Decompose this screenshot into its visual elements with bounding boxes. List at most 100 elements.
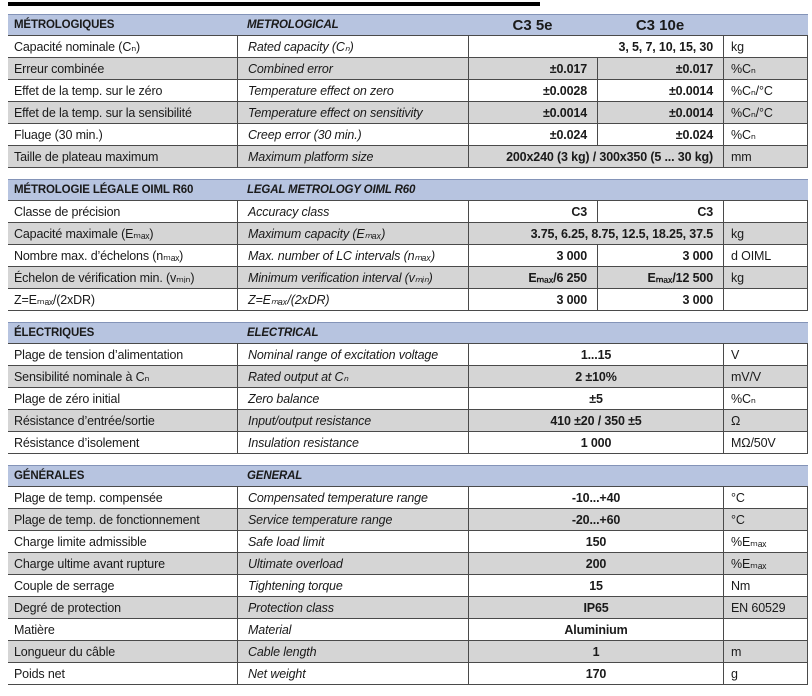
table-row: Degré de protection Protection class IP65 E… <box>8 597 808 619</box>
section-title-en: ELECTRICAL <box>247 327 319 339</box>
label-en: Cable length <box>237 641 468 662</box>
unit-label: g <box>723 663 808 684</box>
value-c3-10e: 3 000 <box>597 289 723 310</box>
unit-label: d OIML <box>723 245 808 266</box>
label-en: Max. number of LC intervals (nₘₐₓ) <box>237 245 468 266</box>
unit-label: %Cₙ <box>723 388 808 409</box>
section-title-fr: MÉTROLOGIQUES <box>14 19 115 31</box>
unit-label: °C <box>723 487 808 508</box>
table-row: Capacité maximale (Eₘₐₓ) Maximum capacity… <box>8 223 808 245</box>
unit-label: mm <box>723 146 808 167</box>
unit-label <box>723 289 808 310</box>
table-row: Capacité nominale (Cₙ) Rated capacity (Cₙ… <box>8 36 808 58</box>
table-row: Plage de temp. compensée Compensated temp… <box>8 487 808 509</box>
label-en: Safe load limit <box>237 531 468 552</box>
table-row: Longueur du câble Cable length 1 m <box>8 641 808 663</box>
label-fr: Plage de temp. de fonctionnement <box>14 512 200 527</box>
label-en: Accuracy class <box>237 201 468 222</box>
value-merged: 3, 5, 7, 10, 15, 30 <box>468 36 723 57</box>
table-row: Nombre max. d’échelons (nₘₐₓ) Max. number… <box>8 245 808 267</box>
table-row: Plage de tension d’alimentation Nominal r… <box>8 344 808 366</box>
label-fr: Plage de temp. compensée <box>14 490 163 505</box>
top-rule <box>8 2 540 6</box>
label-en: Temperature effect on zero <box>237 80 468 101</box>
section-header-legal-metrology: MÉTROLOGIE LÉGALE OIML R60 LEGAL METROLOG… <box>8 179 808 201</box>
table-row: Taille de plateau maximum Maximum platfor… <box>8 146 808 168</box>
section-legal-metrology: MÉTROLOGIE LÉGALE OIML R60 LEGAL METROLOG… <box>8 179 808 311</box>
value-c3-10e: C3 <box>597 201 723 222</box>
label-fr: Effet de la temp. sur le zéro <box>14 83 163 98</box>
unit-label: %Cₙ <box>723 58 808 79</box>
label-en: Insulation resistance <box>237 432 468 453</box>
model-column-header-2 <box>597 323 723 343</box>
unit-label: m <box>723 641 808 662</box>
table-row: Résistance d’entrée/sortie Input/output r… <box>8 410 808 432</box>
model-column-header-1 <box>468 323 597 343</box>
unit-column-header <box>723 15 808 35</box>
value-merged: IP65 <box>468 597 723 618</box>
unit-label: kg <box>723 36 808 57</box>
section-header-general: GÉNÉRALES GENERAL <box>8 465 808 487</box>
label-en: Rated capacity (Cₙ) <box>237 36 468 57</box>
table-row: Échelon de vérification min. (vₘᵢₙ) Minim… <box>8 267 808 289</box>
value-merged: 1 000 <box>468 432 723 453</box>
section-title-en: GENERAL <box>247 470 303 482</box>
model-column-header-2 <box>597 466 723 486</box>
value-c3-10e: ±0.0014 <box>597 80 723 101</box>
label-fr: Fluage (30 min.) <box>14 127 103 142</box>
model-column-header-2 <box>597 180 723 200</box>
unit-label <box>723 201 808 222</box>
label-en: Rated output at Cₙ <box>237 366 468 387</box>
value-merged: 410 ±20 / 350 ±5 <box>468 410 723 431</box>
label-fr: Capacité nominale (Cₙ) <box>14 40 141 54</box>
label-fr: Matière <box>14 622 55 637</box>
unit-label: Ω <box>723 410 808 431</box>
label-fr: Classe de précision <box>14 204 121 219</box>
unit-label: MΩ/50V <box>723 432 808 453</box>
label-fr: Charge ultime avant rupture <box>14 556 165 571</box>
table-row: Effet de la temp. sur le zéro Temperature… <box>8 80 808 102</box>
model-column-header-2: C3 10e <box>635 16 685 34</box>
label-fr: Plage de tension d’alimentation <box>14 347 184 362</box>
label-fr: Poids net <box>14 666 65 681</box>
value-c3-5e: 3 000 <box>468 245 597 266</box>
section-general: GÉNÉRALES GENERAL Plage de temp. compensée… <box>8 465 808 685</box>
table-row: Z=Eₘₐₓ/(2xDR) Z=Eₘₐₓ/(2xDR) 3 000 3 000 <box>8 289 808 311</box>
label-en: Temperature effect on sensitivity <box>237 102 468 123</box>
label-en: Z=Eₘₐₓ/(2xDR) <box>237 289 468 310</box>
label-fr: Échelon de vérification min. (vₘᵢₙ) <box>14 271 195 285</box>
unit-label: EN 60529 <box>723 597 808 618</box>
section-title-en: METROLOGICAL <box>247 19 339 31</box>
label-fr: Couple de serrage <box>14 578 115 593</box>
unit-label: V <box>723 344 808 365</box>
value-merged: 150 <box>468 531 723 552</box>
label-en: Creep error (30 min.) <box>237 124 468 145</box>
value-merged: 1 <box>468 641 723 662</box>
section-title-fr: GÉNÉRALES <box>14 470 85 482</box>
value-merged: Aluminium <box>468 619 723 640</box>
label-en: Input/output resistance <box>237 410 468 431</box>
table-row: Plage de temp. de fonctionnement Service … <box>8 509 808 531</box>
unit-label: kg <box>723 267 808 288</box>
value-merged: -10...+40 <box>468 487 723 508</box>
label-fr: Z=Eₘₐₓ/(2xDR) <box>14 293 95 307</box>
label-fr: Résistance d’entrée/sortie <box>14 413 155 428</box>
unit-label: mV/V <box>723 366 808 387</box>
label-en: Tightening torque <box>237 575 468 596</box>
section-header-metrological: MÉTROLOGIQUES METROLOGICAL C3 5e C3 10e <box>8 14 808 36</box>
unit-label: %Eₘₐₓ <box>723 553 808 574</box>
label-en: Zero balance <box>237 388 468 409</box>
label-en: Nominal range of excitation voltage <box>237 344 468 365</box>
value-c3-5e: 3 000 <box>468 289 597 310</box>
label-fr: Longueur du câble <box>14 644 116 659</box>
label-fr: Erreur combinée <box>14 61 105 76</box>
value-c3-5e: ±0.0028 <box>468 80 597 101</box>
section-title-fr: MÉTROLOGIE LÉGALE OIML R60 <box>14 184 194 196</box>
value-c3-5e: ±0.0014 <box>468 102 597 123</box>
label-fr: Nombre max. d’échelons (nₘₐₓ) <box>14 249 184 263</box>
value-merged: 200x240 (3 kg) / 300x350 (5 ... 30 kg) <box>468 146 723 167</box>
unit-column-header <box>723 466 808 486</box>
value-c3-5e: ±0.024 <box>468 124 597 145</box>
value-c3-10e: ±0.017 <box>597 58 723 79</box>
table-row: Effet de la temp. sur la sensibilité Temp… <box>8 102 808 124</box>
